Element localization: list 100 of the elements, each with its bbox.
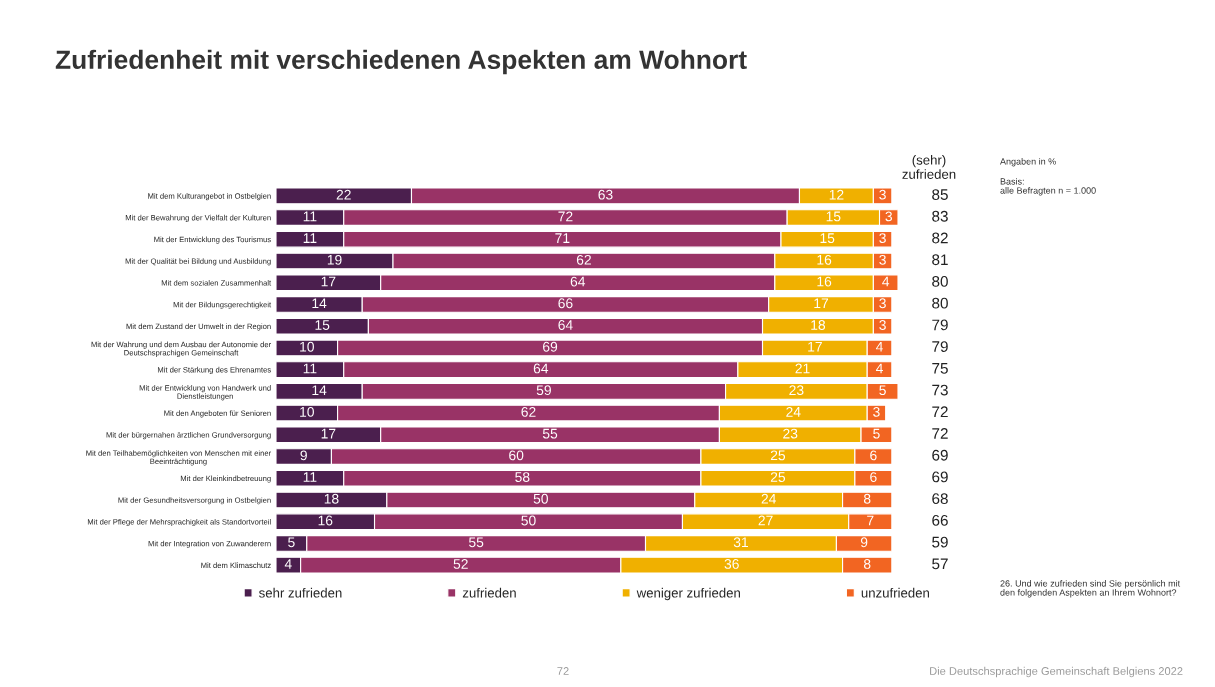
data-label: 4 xyxy=(875,341,883,352)
data-label: 72 xyxy=(558,211,573,222)
data-label: 9 xyxy=(860,537,868,548)
data-label: 11 xyxy=(303,363,317,374)
data-label: 14 xyxy=(312,385,327,395)
data-label: 12 xyxy=(829,189,844,200)
data-label: 50 xyxy=(521,515,536,526)
data-label: 23 xyxy=(789,385,804,396)
text: 26. Und wie zufrieden sind Sie persönlich mit den folgenden Aspekten an Ihrem Wohnort? xyxy=(1000,580,1181,598)
data-label: 17 xyxy=(321,276,336,287)
text: 72 xyxy=(557,667,569,675)
data-label: 3 xyxy=(879,254,886,265)
data-label: 71 xyxy=(555,233,570,243)
data-label: 11 xyxy=(303,233,317,243)
text: 80 xyxy=(932,297,948,309)
data-label: 16 xyxy=(817,254,832,265)
text: Basis: alle Befragten n = 1.000 xyxy=(1000,178,1096,196)
chart-title: Zufriedenheit mit verschiedenen Aspekten am Wohnort xyxy=(55,49,747,75)
data-label: 22 xyxy=(336,189,351,200)
text: 69 xyxy=(932,449,948,461)
data-label: 7 xyxy=(867,515,874,526)
data-label: 64 xyxy=(533,363,549,374)
legend-label: zufrieden xyxy=(462,587,516,598)
legend-label: weniger zufrieden xyxy=(636,587,740,601)
data-label: 9 xyxy=(300,450,307,461)
text: 59 xyxy=(932,536,948,548)
data-label: 17 xyxy=(808,341,822,352)
data-label: 66 xyxy=(558,298,573,309)
data-label: 16 xyxy=(817,276,832,287)
data-label: 31 xyxy=(733,537,749,548)
legend-label: unzufrieden xyxy=(861,587,929,598)
data-label: 4 xyxy=(875,363,883,374)
data-label: 17 xyxy=(814,298,829,309)
data-label: 14 xyxy=(312,298,327,309)
data-label: 25 xyxy=(770,450,786,461)
data-label: 18 xyxy=(811,320,826,330)
data-label: 3 xyxy=(873,406,880,417)
data-label: 58 xyxy=(515,472,530,482)
data-label: 5 xyxy=(873,428,880,439)
text: 57 xyxy=(932,558,948,570)
data-label: 21 xyxy=(795,363,810,374)
data-label: 62 xyxy=(521,406,536,417)
data-label: 16 xyxy=(318,515,333,526)
data-label: 50 xyxy=(533,493,548,504)
text: 81 xyxy=(932,254,948,266)
data-label: 10 xyxy=(300,341,314,352)
text: 79 xyxy=(932,341,948,353)
data-label: 24 xyxy=(786,406,801,417)
data-label: 3 xyxy=(879,320,886,330)
text: 83 xyxy=(932,210,948,222)
data-label: 8 xyxy=(863,559,871,569)
data-label: 11 xyxy=(303,211,317,222)
data-label: 5 xyxy=(879,385,886,396)
text: (sehr) zufrieden xyxy=(902,155,956,179)
text: 66 xyxy=(932,514,948,526)
data-label: 62 xyxy=(576,254,591,265)
data-label: 55 xyxy=(468,537,484,548)
data-label: 17 xyxy=(321,428,336,439)
data-label: 10 xyxy=(300,406,314,417)
text: 72 xyxy=(932,406,948,418)
data-label: 15 xyxy=(820,233,835,244)
text: 69 xyxy=(932,471,948,483)
text: 80 xyxy=(932,276,948,287)
data-label: 19 xyxy=(327,254,342,265)
data-label: 8 xyxy=(863,493,871,504)
data-label: 3 xyxy=(885,211,893,222)
data-label: 5 xyxy=(288,537,295,548)
data-label: 60 xyxy=(509,450,524,461)
text: 68 xyxy=(932,493,948,505)
data-label: 3 xyxy=(879,189,886,200)
data-label: 36 xyxy=(724,559,739,569)
text: 73 xyxy=(932,384,948,396)
data-label: 18 xyxy=(324,493,339,504)
data-label: 55 xyxy=(542,428,558,439)
text: 75 xyxy=(932,363,948,374)
data-label: 4 xyxy=(882,276,890,287)
data-label: 27 xyxy=(758,515,773,526)
data-label: 4 xyxy=(284,559,292,569)
data-label: 23 xyxy=(783,428,798,439)
text: Die Deutschsprachige Gemeinschaft Belgiens 2022 xyxy=(930,666,1183,678)
text: 85 xyxy=(932,189,948,200)
data-label: 15 xyxy=(315,320,330,330)
data-label: 24 xyxy=(761,493,776,504)
text: 72 xyxy=(932,428,948,439)
data-label: 59 xyxy=(536,385,551,396)
data-label: 3 xyxy=(879,233,886,244)
data-label: 63 xyxy=(598,189,613,200)
data-label: 6 xyxy=(870,472,877,482)
data-label: 6 xyxy=(870,450,877,461)
data-label: 52 xyxy=(453,559,468,569)
text: 79 xyxy=(932,319,948,331)
data-label: 64 xyxy=(570,276,586,287)
data-label: 69 xyxy=(543,341,558,352)
legend-label: sehr zufrieden xyxy=(259,587,342,598)
text: 82 xyxy=(932,232,948,244)
data-label: 3 xyxy=(879,298,886,309)
text: Angaben in % xyxy=(1000,158,1056,167)
data-label: 15 xyxy=(826,211,841,222)
data-label: 64 xyxy=(558,320,573,330)
data-label: 11 xyxy=(303,472,317,482)
